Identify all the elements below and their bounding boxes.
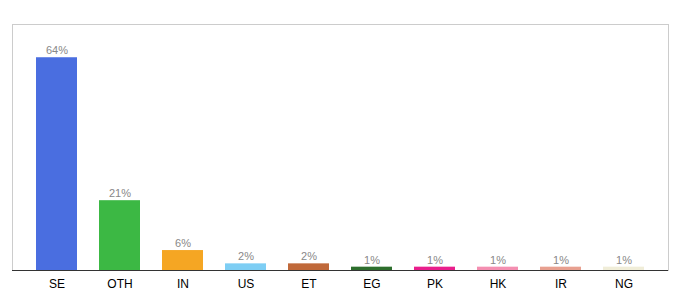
svg-text:6%: 6%: [175, 237, 191, 249]
svg-text:2%: 2%: [301, 250, 317, 262]
svg-text:1%: 1%: [427, 254, 443, 266]
svg-text:OTH: OTH: [107, 277, 132, 291]
svg-text:SE: SE: [49, 277, 65, 291]
svg-text:1%: 1%: [364, 254, 380, 266]
svg-text:PK: PK: [427, 277, 443, 291]
svg-text:1%: 1%: [490, 254, 506, 266]
svg-text:ET: ET: [301, 277, 317, 291]
svg-text:IN: IN: [177, 277, 189, 291]
svg-text:IR: IR: [555, 277, 567, 291]
svg-text:1%: 1%: [616, 254, 632, 266]
svg-text:1%: 1%: [553, 254, 569, 266]
svg-text:2%: 2%: [238, 250, 254, 262]
svg-text:HK: HK: [490, 277, 507, 291]
svg-text:US: US: [238, 277, 255, 291]
svg-text:64%: 64%: [46, 44, 68, 56]
svg-text:NG: NG: [615, 277, 633, 291]
svg-text:EG: EG: [363, 277, 380, 291]
svg-text:21%: 21%: [109, 187, 131, 199]
